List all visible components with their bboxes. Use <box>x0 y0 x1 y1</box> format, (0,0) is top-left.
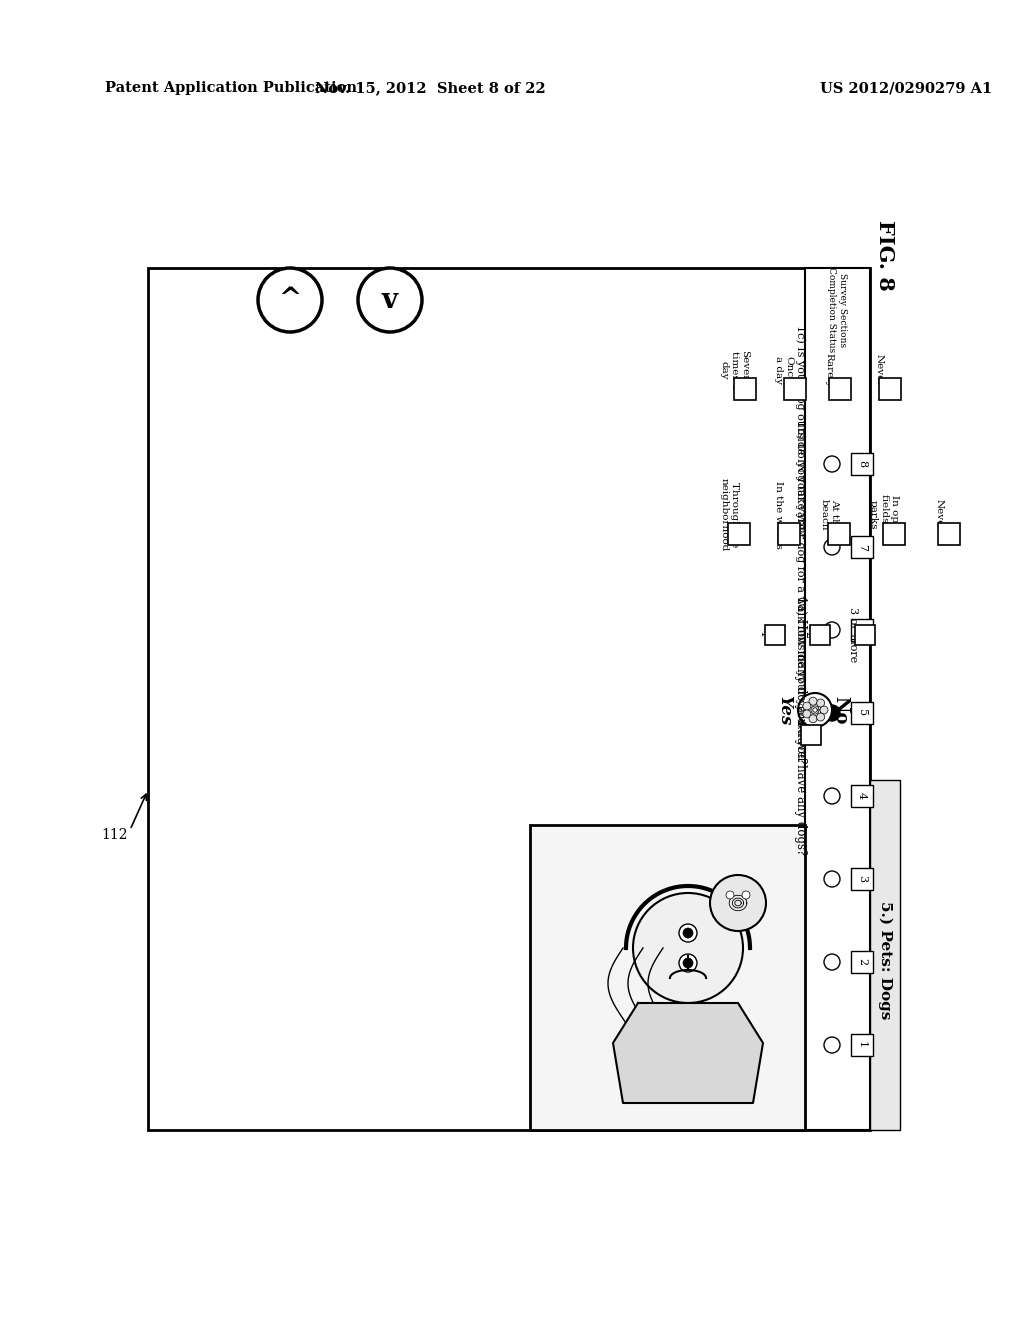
Bar <box>851 453 873 475</box>
Circle shape <box>824 788 840 804</box>
Circle shape <box>683 928 693 939</box>
Text: Rarely: Rarely <box>824 352 834 387</box>
Circle shape <box>824 455 840 473</box>
Text: 7: 7 <box>857 544 867 550</box>
Circle shape <box>683 958 693 968</box>
Circle shape <box>824 622 840 638</box>
Bar <box>879 378 901 400</box>
Text: Once
a day: Once a day <box>774 356 794 384</box>
Text: 1b) Do you take your dog for a walk outside your yard?: 1b) Do you take your dog for a walk outs… <box>795 420 805 730</box>
Text: 1: 1 <box>857 1041 867 1048</box>
Circle shape <box>633 894 743 1003</box>
Circle shape <box>726 891 734 899</box>
Circle shape <box>803 710 811 718</box>
Bar <box>801 725 821 744</box>
Bar <box>784 378 806 400</box>
Text: 5.) Pets: Dogs: 5.) Pets: Dogs <box>878 900 892 1019</box>
Text: 4: 4 <box>857 792 867 800</box>
Text: Never: Never <box>935 499 943 531</box>
Circle shape <box>816 713 824 721</box>
Circle shape <box>824 954 840 970</box>
Bar <box>530 825 805 1130</box>
Text: FIG. 8: FIG. 8 <box>874 219 895 290</box>
Text: v: v <box>382 286 398 314</box>
Bar <box>829 378 851 400</box>
Text: Nov. 15, 2012  Sheet 8 of 22: Nov. 15, 2012 Sheet 8 of 22 <box>314 81 546 95</box>
Circle shape <box>824 871 840 887</box>
Bar <box>870 780 900 1130</box>
Bar <box>765 624 785 645</box>
Circle shape <box>358 268 422 333</box>
Bar <box>805 268 870 1130</box>
Bar <box>778 523 800 545</box>
Text: No: No <box>831 696 849 725</box>
Text: Through the
neighborhood: Through the neighborhood <box>719 478 738 552</box>
Bar <box>851 869 873 890</box>
Text: 1c) Is your dog outside IN your yard?: 1c) Is your dog outside IN your yard? <box>795 325 805 536</box>
Circle shape <box>809 697 817 705</box>
Bar <box>851 619 873 642</box>
Text: 2: 2 <box>857 958 867 965</box>
Circle shape <box>803 702 811 710</box>
Text: Survey Sections
Completion Status: Survey Sections Completion Status <box>827 268 847 352</box>
Bar <box>734 378 756 400</box>
Text: 1a) How many do you have?: 1a) How many do you have? <box>794 597 807 764</box>
Text: US 2012/0290279 A1: US 2012/0290279 A1 <box>820 81 992 95</box>
Text: ^: ^ <box>279 286 302 314</box>
Text: 5: 5 <box>857 709 867 717</box>
Bar <box>883 523 905 545</box>
Text: 8: 8 <box>857 461 867 467</box>
Text: 1. Do you have any dogs?: 1. Do you have any dogs? <box>794 705 807 855</box>
Text: Several
times a
day: Several times a day <box>719 350 749 389</box>
Text: Yes: Yes <box>776 694 794 725</box>
Circle shape <box>824 705 840 721</box>
Text: At the
beach: At the beach <box>819 499 839 531</box>
Circle shape <box>742 891 750 899</box>
Text: 3: 3 <box>857 875 867 883</box>
Bar <box>728 523 750 545</box>
Bar <box>855 624 874 645</box>
Circle shape <box>798 693 831 727</box>
Text: 1: 1 <box>758 631 768 639</box>
Polygon shape <box>613 1003 763 1104</box>
Circle shape <box>710 875 766 931</box>
Bar <box>851 785 873 807</box>
Text: 2: 2 <box>803 631 813 639</box>
Circle shape <box>679 954 697 972</box>
Text: 3 or more: 3 or more <box>848 607 858 663</box>
Bar <box>938 523 961 545</box>
Bar <box>851 702 873 723</box>
Text: In the woods: In the woods <box>774 480 783 549</box>
Bar <box>810 624 830 645</box>
Text: In open
fields or
parks: In open fields or parks <box>869 494 899 536</box>
Circle shape <box>809 714 817 723</box>
Circle shape <box>816 700 824 708</box>
Text: Never: Never <box>874 354 884 387</box>
Text: 112: 112 <box>101 828 128 842</box>
Bar <box>851 950 873 973</box>
Circle shape <box>258 268 322 333</box>
Circle shape <box>824 539 840 554</box>
Bar <box>828 523 850 545</box>
Text: 6: 6 <box>857 627 867 634</box>
Circle shape <box>679 924 697 942</box>
Circle shape <box>824 1038 840 1053</box>
Circle shape <box>820 706 828 714</box>
Bar <box>851 1034 873 1056</box>
Text: Patent Application Publication: Patent Application Publication <box>105 81 357 95</box>
Bar <box>148 268 870 1130</box>
Bar <box>851 536 873 558</box>
